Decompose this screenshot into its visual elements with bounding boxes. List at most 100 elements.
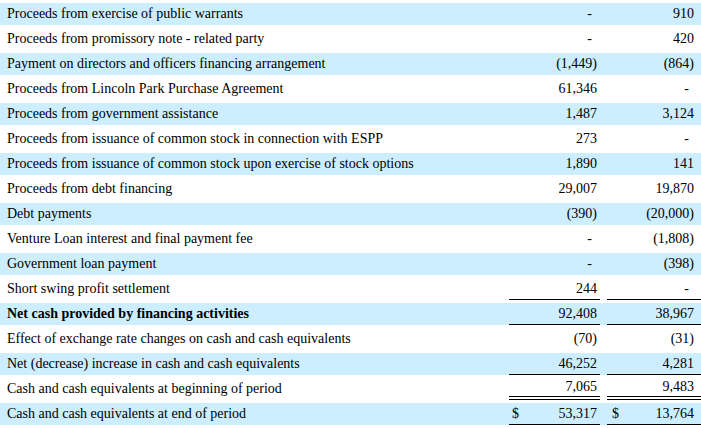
amount-cell-period2: (31) [607,328,701,350]
amount-cell-period2: 9,483 [607,378,701,400]
amount-value: 13,764 [656,406,695,422]
amount-cell-period1: (390) [509,203,600,225]
amount-cell-period2: 910 [607,3,701,25]
row-label: Effect of exchange rate changes on cash … [0,328,509,350]
amount-value: 9,483 [663,379,695,395]
amount-cell-period1: $ 53,317 [509,403,600,425]
column-gap [600,28,607,50]
amount-value: 7,065 [566,379,598,395]
table-row: Proceeds from issuance of common stock u… [0,153,701,175]
amount-value: 1,890 [566,156,598,172]
row-label: Net (decrease) increase in cash and cash… [0,353,509,375]
column-gap [600,153,607,175]
column-gap [600,53,607,75]
amount-cell-period2: 4,281 [607,353,701,375]
amount-cell-period1: 61,346 [509,78,600,100]
currency-symbol: $ [512,406,519,422]
amount-value: (20,000) [646,206,694,222]
financial-table: Proceeds from exercise of public warrant… [0,0,701,428]
amount-value: - [684,281,694,297]
amount-cell-period2: - [607,278,701,300]
table-row: Net cash provided by financing activitie… [0,303,701,325]
row-label: Proceeds from exercise of public warrant… [0,3,509,25]
amount-value: 19,870 [656,181,695,197]
amount-cell-period1: 92,408 [509,303,600,325]
row-label: Net cash provided by financing activitie… [0,303,509,325]
amount-value: - [587,231,597,247]
amount-value: - [684,81,694,97]
amount-cell-period1: - [509,28,600,50]
amount-cell-period2: - [607,78,701,100]
row-label: Proceeds from promissory note - related … [0,28,509,50]
amount-value: (398) [664,256,694,272]
amount-cell-period1: 273 [509,128,600,150]
amount-value: 29,007 [559,181,598,197]
amount-cell-period2: (1,808) [607,228,701,250]
amount-cell-period1: 244 [509,278,600,300]
amount-value: 1,487 [566,106,598,122]
table-row: Proceeds from promissory note - related … [0,28,701,50]
table-row: Short swing profit settlement 244 - [0,278,701,300]
table-row: Proceeds from issuance of common stock i… [0,128,701,150]
amount-value: 4,281 [663,356,695,372]
amount-value: (864) [664,56,694,72]
column-gap [600,178,607,200]
row-label: Government loan payment [0,253,509,275]
row-label: Cash and cash equivalents at end of peri… [0,403,509,425]
column-gap [600,253,607,275]
column-gap [600,103,607,125]
amount-value: (1,808) [653,231,694,247]
table-row: Debt payments (390) (20,000) [0,203,701,225]
amount-cell-period1: (1,449) [509,53,600,75]
table-row: Proceeds from Lincoln Park Purchase Agre… [0,78,701,100]
amount-cell-period2: (864) [607,53,701,75]
column-gap [600,78,607,100]
amount-value: 141 [673,156,694,172]
row-label: Venture Loan interest and final payment … [0,228,509,250]
column-gap [600,403,607,425]
currency-symbol: $ [612,406,619,422]
amount-cell-period1: - [509,253,600,275]
financial-table-body: Proceeds from exercise of public warrant… [0,3,701,425]
amount-value: 273 [576,131,597,147]
column-gap [600,128,607,150]
table-row: Effect of exchange rate changes on cash … [0,328,701,350]
row-label: Proceeds from debt financing [0,178,509,200]
amount-value: 910 [673,6,694,22]
amount-value: 420 [673,31,694,47]
column-gap [600,303,607,325]
amount-cell-period2: 420 [607,28,701,50]
row-label: Short swing profit settlement [0,278,509,300]
table-row: Venture Loan interest and final payment … [0,228,701,250]
amount-value: (390) [567,206,597,222]
amount-cell-period1: 1,487 [509,103,600,125]
amount-value: 244 [576,281,597,297]
table-row: Proceeds from debt financing 29,007 19,8… [0,178,701,200]
amount-value: (70) [574,331,597,347]
amount-value: 38,967 [656,306,695,322]
column-gap [600,328,607,350]
row-label: Proceeds from government assistance [0,103,509,125]
amount-cell-period1: 46,252 [509,353,600,375]
amount-value: 53,317 [559,406,598,422]
amount-cell-period2: 141 [607,153,701,175]
table-row: Cash and cash equivalents at end of peri… [0,403,701,425]
amount-value: 92,408 [559,306,598,322]
row-label: Proceeds from issuance of common stock i… [0,128,509,150]
table-row: Proceeds from government assistance 1,48… [0,103,701,125]
row-label: Proceeds from Lincoln Park Purchase Agre… [0,78,509,100]
amount-cell-period2: - [607,128,701,150]
amount-value: - [684,131,694,147]
amount-value: (31) [671,331,694,347]
amount-cell-period2: (398) [607,253,701,275]
amount-value: 3,124 [663,106,695,122]
column-gap [600,203,607,225]
amount-value: - [587,6,597,22]
row-label: Payment on directors and officers financ… [0,53,509,75]
table-row: Net (decrease) increase in cash and cash… [0,353,701,375]
amount-cell-period1: (70) [509,328,600,350]
column-gap [600,378,607,400]
amount-cell-period1: 1,890 [509,153,600,175]
amount-cell-period1: - [509,3,600,25]
table-row: Cash and cash equivalents at beginning o… [0,378,701,400]
